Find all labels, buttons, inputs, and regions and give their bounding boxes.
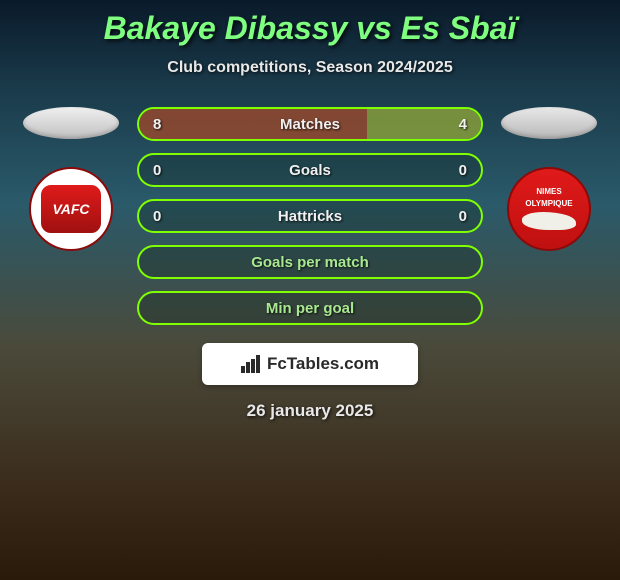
comparison-card: Bakaye Dibassy vs Es Sbaï Club competiti… <box>0 0 620 421</box>
stat-row-hattricks: 0 Hattricks 0 <box>137 199 483 233</box>
page-title: Bakaye Dibassy vs Es Sbaï <box>0 10 620 47</box>
stat-category: Min per goal <box>266 300 354 317</box>
stat-right-value: 4 <box>459 116 467 133</box>
left-club-badge: VAFC <box>29 167 113 251</box>
stat-category: Goals per match <box>251 254 369 271</box>
stat-category: Goals <box>289 162 331 179</box>
left-club-shortname: VAFC <box>39 183 103 235</box>
stat-category: Hattricks <box>278 208 342 225</box>
stat-right-value: 0 <box>459 162 467 179</box>
stats-column: 8 Matches 4 0 Goals 0 0 Hattricks 0 Goal… <box>137 107 483 325</box>
stat-row-goals-per-match: Goals per match <box>137 245 483 279</box>
date-text: 26 january 2025 <box>0 401 620 421</box>
right-club-line1: NIMES <box>536 188 561 196</box>
crocodile-icon <box>522 212 576 230</box>
right-club-line2: OLYMPIQUE <box>525 200 572 208</box>
stat-left-value: 8 <box>153 116 161 133</box>
stat-right-value: 0 <box>459 208 467 225</box>
chart-icon <box>241 355 261 373</box>
brand-logo: FcTables.com <box>202 343 418 385</box>
stat-row-min-per-goal: Min per goal <box>137 291 483 325</box>
stat-category: Matches <box>280 116 340 133</box>
left-column: VAFC <box>23 107 119 251</box>
stat-left-value: 0 <box>153 162 161 179</box>
stat-row-goals: 0 Goals 0 <box>137 153 483 187</box>
stat-left-value: 0 <box>153 208 161 225</box>
page-subtitle: Club competitions, Season 2024/2025 <box>0 59 620 77</box>
brand-text: FcTables.com <box>267 354 379 374</box>
stats-area: VAFC 8 Matches 4 0 Goals 0 0 <box>0 107 620 325</box>
right-column: NIMES OLYMPIQUE <box>501 107 597 251</box>
stat-row-matches: 8 Matches 4 <box>137 107 483 141</box>
left-player-ellipse <box>23 107 119 139</box>
right-player-ellipse <box>501 107 597 139</box>
right-club-badge: NIMES OLYMPIQUE <box>507 167 591 251</box>
